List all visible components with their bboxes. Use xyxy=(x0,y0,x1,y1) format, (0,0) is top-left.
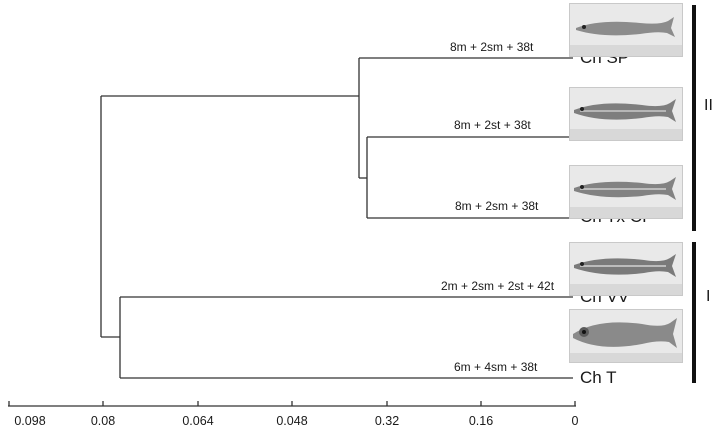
karyotype-label-ch-vv: 2m + 2sm + 2st + 42t xyxy=(441,279,555,293)
axis-tick-label: 0.048 xyxy=(276,414,308,428)
karyotype-label-ch-sp: 8m + 2sm + 38t xyxy=(450,40,534,54)
fish-photo-ch-tx-cii xyxy=(569,87,683,141)
karyotype-label-ch-tx-cii: 8m + 2st + 38t xyxy=(454,118,531,132)
axis-tick-label: 0.16 xyxy=(468,414,494,428)
karyotype-label-ch-tx-ci: 8m + 2sm + 38t xyxy=(455,199,539,213)
fish-specimen-photo-icon xyxy=(570,166,682,218)
axis-tick-label: 0.064 xyxy=(182,414,214,428)
fish-photo-ch-vv xyxy=(569,242,683,296)
taxon-label-ch-t: Ch T xyxy=(580,368,617,387)
fish-photo-ch-tx-ci xyxy=(569,165,683,219)
group-label-ii: II xyxy=(704,97,713,114)
fish-photo-ch-sp xyxy=(569,3,683,57)
group-label-i: I xyxy=(706,288,711,305)
fish-photo-ch-t xyxy=(569,309,683,363)
fish-specimen-photo-icon xyxy=(570,4,682,56)
axis-tick-label: 0.08 xyxy=(90,414,116,428)
axis-tick-label: 0.098 xyxy=(14,414,46,428)
axis-tick-label: 0.32 xyxy=(374,414,400,428)
axis-tick-label: 0 xyxy=(571,414,579,428)
group-i-bar xyxy=(692,242,696,383)
fish-specimen-photo-icon xyxy=(570,88,682,140)
fish-specimen-photo-icon xyxy=(570,310,682,362)
group-ii-bar xyxy=(692,5,696,231)
karyotype-label-ch-t: 6m + 4sm + 38t xyxy=(454,360,538,374)
fish-specimen-photo-icon xyxy=(570,243,682,295)
